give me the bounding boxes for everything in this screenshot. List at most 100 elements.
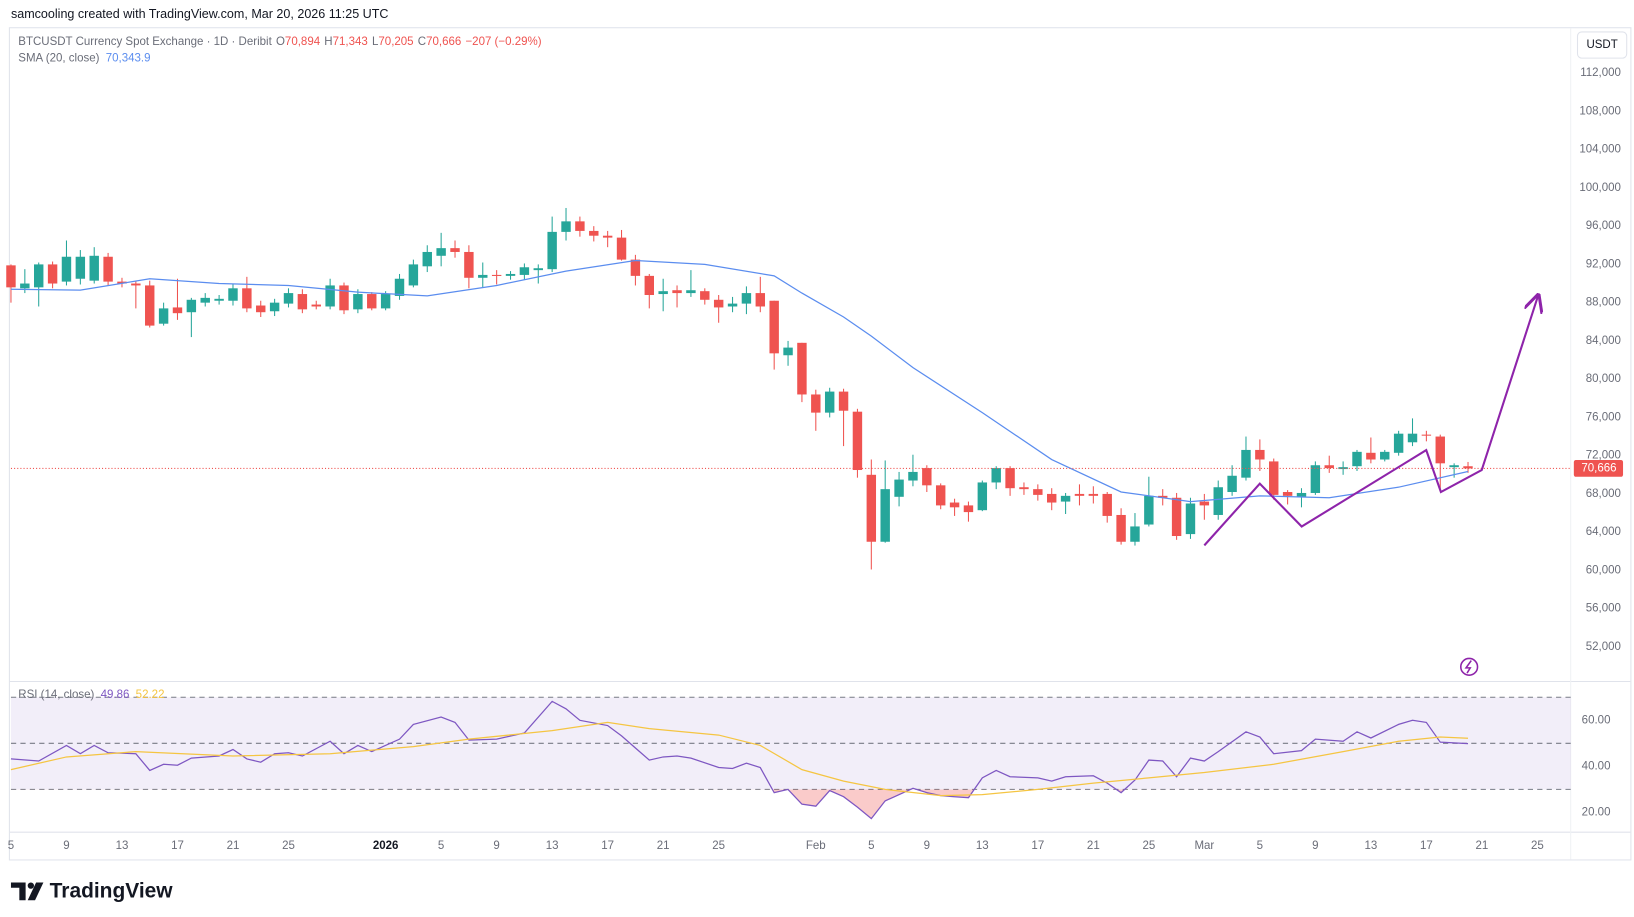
- brand-name[interactable]: TradingView: [50, 879, 174, 902]
- candle-body: [658, 291, 668, 295]
- rsi-value: 52.22: [136, 689, 165, 701]
- time-tick-label: 13: [546, 840, 559, 852]
- time-tick-label: 9: [493, 840, 499, 852]
- candle-body: [47, 264, 58, 284]
- candle-body: [242, 288, 252, 309]
- ohlc-key: O: [276, 36, 285, 48]
- alert-icon-bolt[interactable]: [1464, 660, 1472, 674]
- legend: BTCUSDT Currency Spot Exchange · 1D · De…: [18, 36, 541, 701]
- candle-body: [172, 307, 183, 314]
- time-tick-label: 21: [1475, 840, 1488, 852]
- logo-mark-v[interactable]: [27, 882, 44, 901]
- candle-body: [1449, 465, 1459, 468]
- alert-icon[interactable]: [1459, 657, 1479, 676]
- time-tick-label: 25: [282, 840, 295, 852]
- price-tick-label: 52,000: [1586, 641, 1621, 653]
- time-tick-label: 25: [712, 840, 725, 852]
- candle-body: [450, 248, 460, 252]
- candle-body: [852, 411, 863, 471]
- candle-body: [1185, 503, 1196, 535]
- candle-body: [922, 468, 932, 486]
- price-pane: [6, 207, 1571, 570]
- price-tick-label: 84,000: [1586, 335, 1621, 347]
- logo-mark-t[interactable]: [10, 882, 26, 901]
- rsi-tick-label: 40.00: [1582, 760, 1611, 772]
- candle-body: [1088, 493, 1099, 496]
- candle-body: [1241, 449, 1251, 478]
- candle-body: [158, 308, 169, 324]
- candle-body: [491, 274, 502, 276]
- time-tick-label: 21: [657, 840, 670, 852]
- sma-line: [10, 259, 1469, 503]
- price-tick-label: 104,000: [1579, 144, 1621, 156]
- candle-body: [1005, 468, 1015, 489]
- change-value: −207 (−0.29%): [465, 36, 541, 48]
- candle-body: [256, 305, 266, 313]
- candle-body: [838, 391, 849, 411]
- currency-button[interactable]: USDT: [1576, 31, 1628, 59]
- candle-body: [311, 304, 321, 307]
- candle-body: [741, 293, 752, 304]
- candle-body: [575, 221, 585, 231]
- candle-body: [117, 281, 127, 284]
- price-tick-label: 88,000: [1586, 297, 1621, 309]
- candle-body: [1047, 493, 1057, 503]
- candle-body: [949, 502, 960, 508]
- logo-mark-dot[interactable]: [27, 882, 34, 889]
- candle-body: [963, 505, 974, 513]
- candle-body: [533, 268, 543, 271]
- time-tick-label: 13: [1364, 840, 1377, 852]
- candle-body: [20, 283, 30, 289]
- price-tick-label: 60,000: [1586, 564, 1621, 576]
- price-tick-label: 72,000: [1586, 450, 1621, 462]
- time-tick-label: Feb: [806, 840, 826, 852]
- rsi-value: 49.86: [101, 689, 130, 701]
- alert-icon-circle[interactable]: [1459, 657, 1479, 676]
- symbol-legend: BTCUSDT Currency Spot Exchange · 1D · De…: [18, 36, 541, 48]
- candle-body: [1158, 495, 1168, 498]
- candle-body: [408, 264, 419, 286]
- candle-body: [616, 237, 627, 260]
- candle-body: [436, 248, 446, 256]
- candle-body: [34, 264, 44, 288]
- candle-body: [422, 251, 432, 267]
- candle-body: [700, 291, 710, 300]
- candle-body: [824, 391, 835, 413]
- candle-body: [103, 256, 113, 282]
- price-tick-label: 92,000: [1586, 258, 1621, 270]
- symbol-title: BTCUSDT Currency Spot Exchange · 1D · De…: [18, 36, 272, 48]
- candle-body: [1435, 436, 1445, 464]
- rsi-pane: [10, 700, 1469, 820]
- candle-body: [1393, 433, 1404, 453]
- time-tick-label: 17: [1420, 840, 1433, 852]
- rsi-tick-label: 20.00: [1582, 806, 1611, 818]
- time-tick-label: 9: [924, 840, 930, 852]
- candle-body: [1380, 451, 1390, 460]
- candle-body: [991, 468, 1001, 483]
- candle-body: [1144, 495, 1154, 525]
- candle-body: [630, 259, 641, 276]
- time-tick-label: 5: [438, 840, 444, 852]
- candle-body: [464, 251, 474, 278]
- candle-body: [1102, 493, 1112, 516]
- time-tick-label: 17: [1031, 840, 1044, 852]
- candle-body: [1366, 452, 1376, 460]
- currency-box[interactable]: [1576, 31, 1628, 59]
- currency-label[interactable]: USDT: [1586, 39, 1617, 51]
- price-tick-label: 108,000: [1579, 105, 1621, 117]
- candle-body: [783, 347, 793, 356]
- candle-body: [589, 230, 599, 236]
- candle-body: [1255, 449, 1265, 460]
- rsi-tick-label: 60.00: [1582, 714, 1611, 726]
- brand-logo[interactable]: TradingView: [10, 879, 174, 902]
- time-tick-label: 13: [116, 840, 129, 852]
- candle-body: [1171, 497, 1182, 537]
- sma-value: 70,343.9: [106, 53, 151, 65]
- candle-body: [1074, 493, 1085, 496]
- candle-body: [602, 235, 613, 238]
- rsi-ma-line: [10, 721, 1469, 797]
- candle-body: [547, 231, 557, 270]
- candle-body: [644, 275, 654, 296]
